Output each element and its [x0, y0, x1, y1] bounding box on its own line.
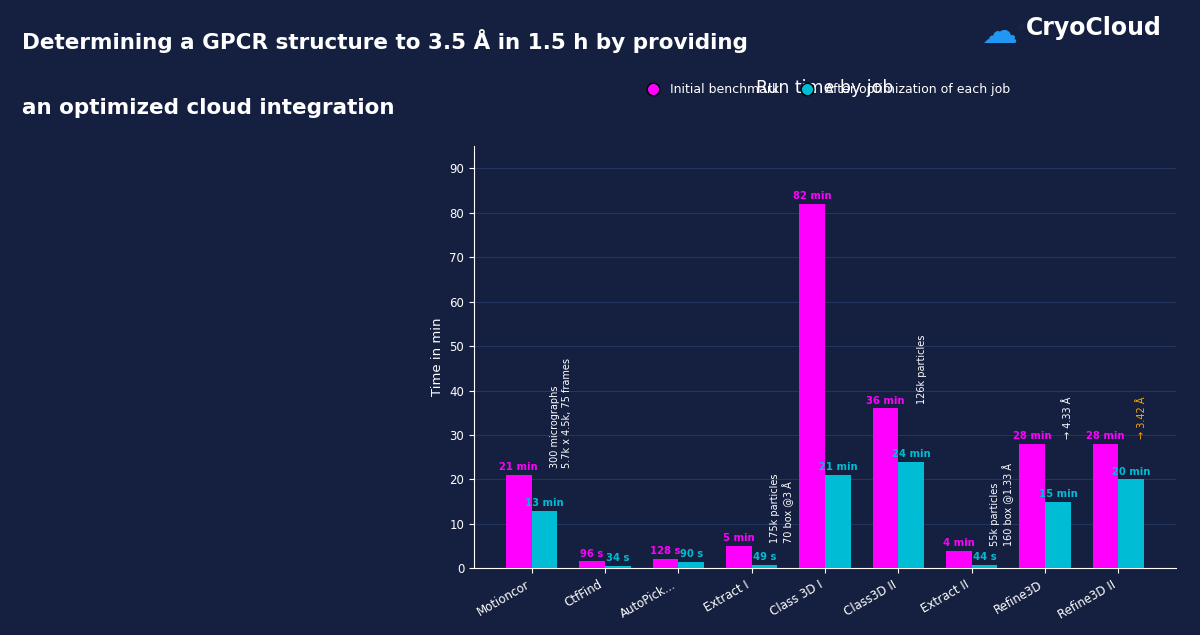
Text: 175k particles
70 box @3 Å: 175k particles 70 box @3 Å	[770, 473, 793, 542]
Bar	[678, 561, 704, 568]
Bar	[826, 475, 851, 568]
Title: Run time by job: Run time by job	[756, 79, 894, 97]
Bar	[1045, 502, 1070, 568]
Text: 21 min: 21 min	[499, 462, 538, 472]
Text: 20 min: 20 min	[1112, 467, 1151, 477]
Bar	[605, 566, 631, 568]
Bar	[972, 565, 997, 568]
Bar	[653, 559, 678, 568]
Text: Determining a GPCR structure to 3.5 Å in 1.5 h by providing: Determining a GPCR structure to 3.5 Å in…	[22, 29, 748, 53]
Text: 36 min: 36 min	[866, 396, 905, 406]
Text: 28 min: 28 min	[1086, 431, 1124, 441]
Bar	[506, 475, 532, 568]
Text: 24 min: 24 min	[892, 449, 930, 459]
Bar	[1019, 444, 1045, 568]
Text: 128 s: 128 s	[650, 546, 680, 556]
Text: ●—●: ●—●	[1018, 22, 1040, 31]
Bar	[751, 565, 778, 568]
Text: 28 min: 28 min	[1013, 431, 1051, 441]
Bar	[580, 561, 605, 568]
Bar	[872, 408, 899, 568]
Text: ☁: ☁	[982, 16, 1018, 50]
Text: 90 s: 90 s	[679, 549, 703, 559]
Text: → 3.42 Å: → 3.42 Å	[1136, 397, 1147, 439]
Text: 55k particles
160 box @1.33 Å: 55k particles 160 box @1.33 Å	[990, 463, 1014, 546]
Text: 13 min: 13 min	[526, 498, 564, 508]
Text: CryoCloud: CryoCloud	[1026, 16, 1162, 40]
Bar	[799, 204, 826, 568]
Text: 49 s: 49 s	[752, 552, 776, 562]
Bar	[1093, 444, 1118, 568]
Text: 21 min: 21 min	[818, 462, 857, 472]
Bar	[1118, 479, 1144, 568]
Text: 44 s: 44 s	[973, 552, 996, 563]
Bar	[726, 546, 751, 568]
Text: 82 min: 82 min	[793, 191, 832, 201]
Bar	[532, 511, 557, 568]
Text: an optimized cloud integration: an optimized cloud integration	[22, 98, 394, 118]
Bar	[946, 551, 972, 568]
Text: 96 s: 96 s	[581, 549, 604, 559]
Legend: Initial benchmark, After optimization of each job: Initial benchmark, After optimization of…	[635, 78, 1015, 102]
Text: 34 s: 34 s	[606, 553, 630, 563]
Text: 300 micrographs
5.7k x 4.5k, 75 frames: 300 micrographs 5.7k x 4.5k, 75 frames	[550, 358, 571, 469]
Text: 15 min: 15 min	[1038, 489, 1078, 499]
Text: 5 min: 5 min	[722, 533, 755, 544]
Text: 4 min: 4 min	[943, 538, 974, 548]
Y-axis label: Time in min: Time in min	[431, 318, 444, 396]
Bar	[899, 462, 924, 568]
Text: 126k particles: 126k particles	[917, 335, 926, 404]
Text: → 4.33 Å: → 4.33 Å	[1063, 397, 1074, 439]
